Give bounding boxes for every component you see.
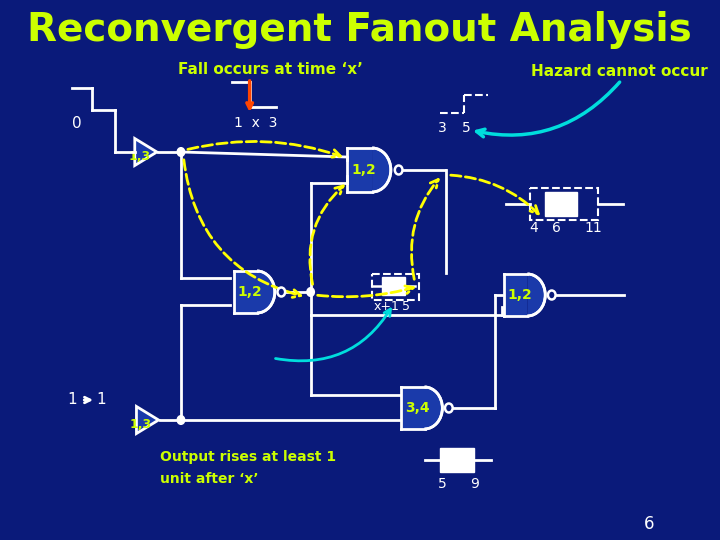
Wedge shape: [257, 271, 275, 313]
Text: Hazard cannot occur: Hazard cannot occur: [531, 64, 708, 79]
Circle shape: [395, 165, 402, 174]
Text: 1,3: 1,3: [128, 151, 150, 164]
FancyArrowPatch shape: [318, 286, 413, 297]
Text: 5: 5: [402, 300, 410, 314]
Bar: [372, 274, 419, 300]
Text: 5: 5: [438, 477, 446, 491]
FancyArrowPatch shape: [451, 175, 539, 214]
Circle shape: [548, 291, 556, 300]
Wedge shape: [528, 274, 545, 316]
FancyArrowPatch shape: [276, 309, 390, 361]
Text: 1,2: 1,2: [237, 285, 262, 299]
Text: 1  x  3: 1 x 3: [234, 116, 277, 130]
Text: 3: 3: [438, 121, 446, 135]
Text: 9: 9: [470, 477, 479, 491]
Circle shape: [277, 287, 285, 296]
FancyArrowPatch shape: [477, 82, 620, 137]
FancyArrowPatch shape: [184, 160, 301, 298]
Text: Fall occurs at time ‘x’: Fall occurs at time ‘x’: [179, 63, 364, 78]
Text: 5: 5: [462, 121, 470, 135]
FancyArrowPatch shape: [188, 141, 341, 157]
Bar: [233, 271, 257, 313]
Bar: [545, 192, 577, 216]
Polygon shape: [135, 138, 157, 166]
Text: 6: 6: [552, 221, 562, 235]
Text: 11: 11: [585, 221, 603, 235]
Text: 1: 1: [67, 393, 77, 408]
Text: 1,3: 1,3: [130, 418, 152, 431]
Wedge shape: [425, 387, 442, 429]
Polygon shape: [137, 407, 158, 434]
Text: 4: 4: [529, 221, 539, 235]
Circle shape: [445, 403, 453, 413]
Text: 1,2: 1,2: [508, 288, 532, 302]
Text: 3,4: 3,4: [405, 401, 429, 415]
Text: 1,2: 1,2: [351, 163, 377, 177]
Circle shape: [178, 148, 184, 156]
Bar: [382, 277, 405, 295]
Text: 6: 6: [644, 515, 654, 533]
FancyArrowPatch shape: [411, 179, 438, 279]
Bar: [504, 274, 528, 316]
Circle shape: [178, 416, 184, 424]
Circle shape: [307, 288, 314, 296]
Text: x+1: x+1: [374, 300, 400, 314]
Bar: [401, 387, 425, 429]
Wedge shape: [372, 148, 391, 192]
Bar: [346, 148, 372, 192]
Text: 0: 0: [73, 116, 82, 131]
Bar: [530, 188, 598, 220]
Text: 1: 1: [96, 393, 106, 408]
FancyArrowPatch shape: [310, 186, 343, 284]
Bar: [441, 448, 474, 472]
Text: Reconvergent Fanout Analysis: Reconvergent Fanout Analysis: [27, 11, 692, 49]
Text: Output rises at least 1
unit after ‘x’: Output rises at least 1 unit after ‘x’: [160, 450, 336, 486]
